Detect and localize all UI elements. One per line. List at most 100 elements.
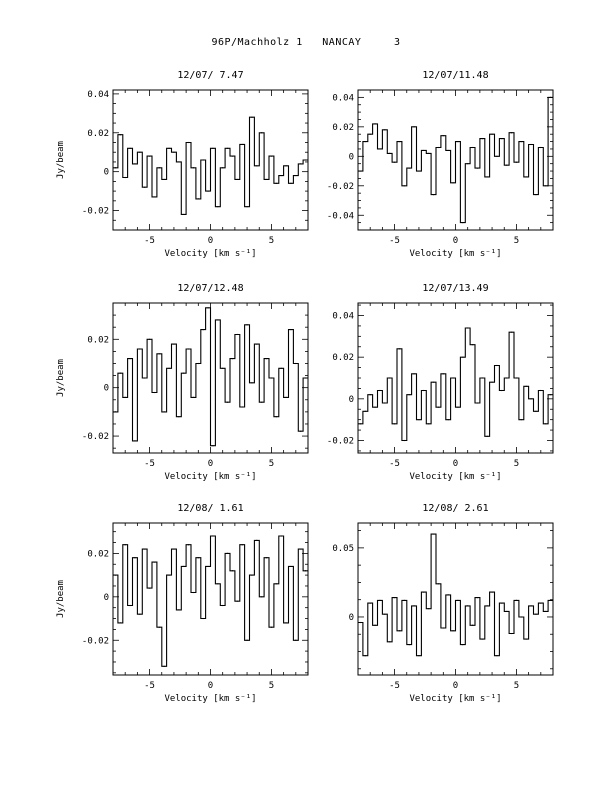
data-point <box>265 178 268 181</box>
data-point <box>501 138 503 140</box>
data-point <box>364 655 366 657</box>
data-point <box>144 377 146 379</box>
data-point <box>148 155 151 157</box>
data-point <box>241 406 243 408</box>
data-point <box>251 382 253 384</box>
data-point <box>153 196 156 198</box>
data-point <box>359 170 362 172</box>
data-point <box>374 123 376 125</box>
data-point <box>246 324 248 326</box>
x-tick-label: 0 <box>453 459 458 469</box>
data-point <box>114 574 117 576</box>
data-point <box>384 613 386 615</box>
data-point <box>119 622 121 624</box>
data-point <box>408 394 410 396</box>
y-tick-label: -0.02 <box>327 182 354 192</box>
data-point <box>207 307 209 309</box>
data-point <box>158 167 160 169</box>
data-point <box>374 624 376 626</box>
data-point <box>545 423 547 425</box>
data-point <box>486 176 488 178</box>
data-point <box>452 630 454 632</box>
data-point <box>496 655 498 657</box>
data-point <box>437 583 440 585</box>
chart-panel-1: 12/07/ 7.47 -5 0 5 -0.02 0 0.02 0.04 Velocity [k… <box>56 70 309 259</box>
data-point <box>192 591 195 594</box>
y-tick-label: 0 <box>104 593 109 603</box>
y-tick-label: 0 <box>104 384 109 394</box>
x-tick-label: -5 <box>389 459 400 469</box>
x-tick-label: 5 <box>514 236 519 246</box>
x-axis-label: Velocity [km s⁻¹] <box>409 472 501 482</box>
data-point <box>364 140 366 143</box>
data-point <box>280 367 282 369</box>
data-point <box>173 343 175 345</box>
data-point <box>124 544 126 546</box>
data-point <box>369 394 371 396</box>
x-tick-label: -5 <box>144 681 155 691</box>
data-point <box>275 583 277 585</box>
data-point <box>114 411 117 413</box>
data-point <box>457 140 459 143</box>
y-tick-label: 0.02 <box>332 123 354 133</box>
data-point <box>192 396 195 398</box>
data-point <box>222 167 224 169</box>
page-title: 96P/Machholz 1 NANCAY 3 <box>211 37 401 48</box>
data-point <box>144 186 146 188</box>
data-point <box>476 597 479 599</box>
data-point <box>530 143 532 146</box>
spectrum-line <box>358 533 553 657</box>
x-axis-label: Velocity [km s⁻¹] <box>164 249 256 259</box>
spectrum-line <box>113 116 308 215</box>
data-point <box>285 622 287 624</box>
data-point <box>442 373 444 375</box>
data-point <box>545 185 547 187</box>
data-point <box>496 364 498 367</box>
y-tick-label: -0.02 <box>82 432 109 442</box>
x-tick-label: -5 <box>389 236 400 246</box>
data-point <box>295 174 297 177</box>
data-point <box>168 147 170 149</box>
data-point <box>471 624 474 626</box>
data-point <box>134 440 136 442</box>
data-point <box>178 416 180 418</box>
data-point <box>134 557 136 559</box>
data-point <box>549 599 552 601</box>
panel-title: 12/08/ 2.61 <box>422 503 488 514</box>
data-point <box>265 358 268 360</box>
data-point <box>369 602 371 604</box>
data-point <box>418 170 420 172</box>
data-point <box>290 182 292 184</box>
x-axis-label: Velocity [km s⁻¹] <box>409 249 501 259</box>
data-point <box>275 182 277 184</box>
data-point <box>520 616 522 618</box>
data-point <box>467 327 469 329</box>
data-point <box>428 423 430 425</box>
data-point <box>437 146 440 149</box>
data-point <box>261 401 263 403</box>
spectrum-line <box>113 307 308 447</box>
data-point <box>389 152 391 154</box>
data-point <box>369 133 371 135</box>
data-point <box>270 155 273 157</box>
data-point <box>515 161 518 163</box>
data-point <box>212 147 214 149</box>
data-point <box>506 164 508 166</box>
chart-panel-5: 12/08/ 1.61 -5 0 5 -0.02 0 0.02 Velocity [km s⁻… <box>56 503 309 704</box>
data-point <box>510 632 513 635</box>
x-tick-label: 5 <box>269 236 274 246</box>
data-point <box>183 372 185 374</box>
data-point <box>418 419 420 421</box>
data-point <box>187 348 190 350</box>
data-point <box>148 338 151 340</box>
data-point <box>398 140 401 143</box>
data-point <box>139 348 141 350</box>
y-tick-label: 0.02 <box>87 129 109 139</box>
data-point <box>525 176 527 178</box>
data-point <box>202 329 204 331</box>
data-point <box>379 148 381 150</box>
data-point <box>423 149 425 152</box>
data-point <box>129 358 131 360</box>
data-point <box>374 406 376 408</box>
chart-panel-2: 12/07/11.48 -5 0 5 -0.04 -0.02 0 0.02 0.04 Veloci… <box>327 70 554 259</box>
